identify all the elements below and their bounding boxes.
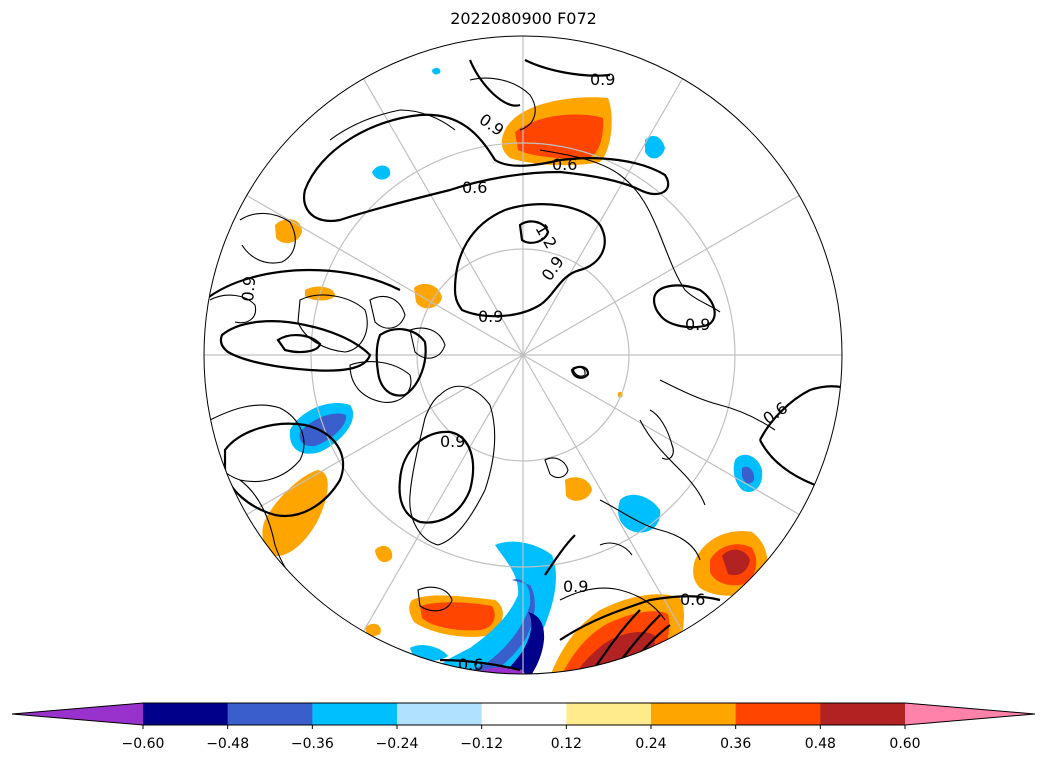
contour-label: 0.6 [462, 178, 487, 197]
colorbar-tick-label: 0.48 [805, 736, 836, 752]
colorbar-tick-label: 0.36 [720, 736, 751, 752]
colorbar-tick-label: 0.24 [635, 736, 666, 752]
graticule [204, 36, 842, 674]
chart-title: 2022080900 F072 [450, 9, 597, 28]
contour-lines [204, 59, 842, 674]
colorbar-bin [227, 703, 313, 725]
contour-label: 0.6 [552, 155, 577, 174]
contour-label: 0.9 [563, 577, 588, 596]
contour-label: 0.9 [478, 307, 503, 326]
colorbar-tick-label: −0.12 [460, 736, 503, 752]
colorbar-tick-label: −0.60 [122, 736, 165, 752]
colorbar-bin [651, 703, 737, 725]
colorbar-tick-label: −0.36 [291, 736, 334, 752]
colorbar-tick-label: −0.24 [376, 736, 419, 752]
colorbar-bin [735, 703, 821, 725]
colorbar-bin [820, 703, 906, 725]
colorbar-bin [312, 703, 398, 725]
map-boundary [203, 35, 843, 675]
colorbar-bin [397, 703, 483, 725]
colorbar-extend-min [12, 703, 143, 725]
colorbar-tick-label: 0.60 [889, 736, 920, 752]
colorbar: −0.60 −0.48 −0.36 −0.24 −0.12 0.12 0.24 0.36 0.4… [11, 702, 1036, 752]
colorbar-bin [481, 703, 567, 725]
colorbar-tick-label: 0.12 [551, 736, 582, 752]
contour-label: 0.9 [685, 315, 710, 334]
colorbar-bin [143, 703, 229, 725]
contour-label: 0.6 [680, 590, 705, 609]
colorbar-extend-max [905, 703, 1035, 725]
contour-label: 0.9 [590, 70, 615, 89]
contour-label: 0.9 [440, 432, 465, 451]
colorbar-bin [566, 703, 652, 725]
contour-label: 0.9 [238, 275, 259, 302]
negative-anomaly-area [645, 135, 665, 159]
colorbar-tick-label: −0.48 [206, 736, 249, 752]
